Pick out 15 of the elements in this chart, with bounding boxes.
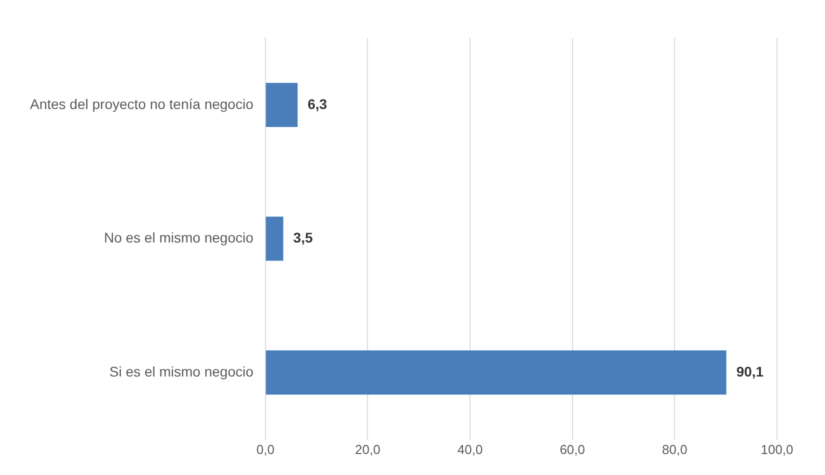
y-tick-label: Antes del proyecto no tenía negocio bbox=[30, 96, 254, 112]
bar bbox=[266, 82, 298, 127]
bar bbox=[266, 216, 284, 261]
data-label: 3,5 bbox=[293, 230, 313, 246]
x-tick-label: 60,0 bbox=[560, 442, 586, 457]
bar bbox=[266, 350, 726, 395]
x-tick-label: 80,0 bbox=[662, 442, 688, 457]
x-tick-label: 100,0 bbox=[760, 442, 794, 457]
x-tick-label: 0,0 bbox=[256, 442, 274, 457]
data-label: 6,3 bbox=[308, 96, 328, 112]
y-tick-label: Si es el mismo negocio bbox=[109, 363, 254, 380]
x-tick-label: 20,0 bbox=[355, 442, 380, 457]
y-tick-label: No es el mismo negocio bbox=[104, 230, 254, 246]
x-tick-label: 40,0 bbox=[457, 442, 483, 457]
data-label: 90,1 bbox=[736, 363, 764, 380]
